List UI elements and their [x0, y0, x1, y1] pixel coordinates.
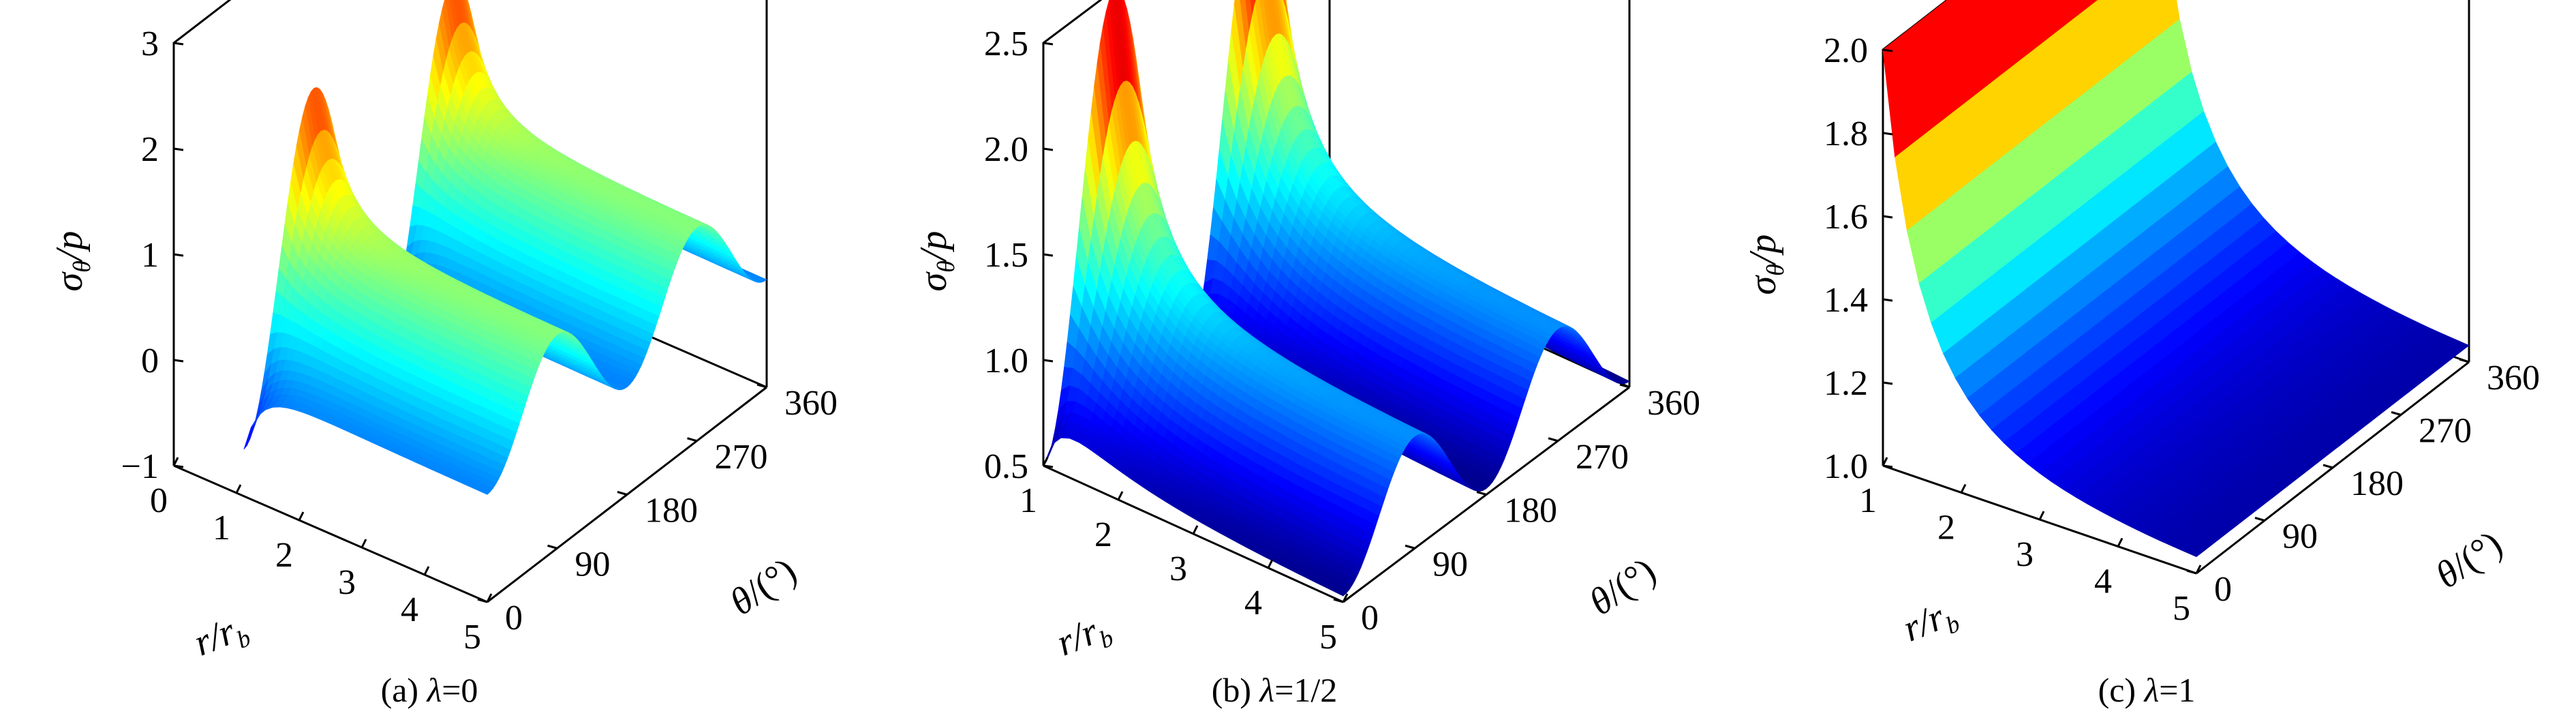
- x-tick-mark: [361, 539, 367, 548]
- z-axis-label: σθ/p: [48, 231, 95, 292]
- y-tick-label: 0: [505, 599, 523, 637]
- x-tick-label: 3: [338, 563, 356, 602]
- surface-patch: [243, 423, 255, 450]
- y-tick-mark: [477, 598, 488, 603]
- z-tick-mark: [173, 359, 184, 363]
- z-tick-mark: [173, 147, 184, 151]
- z-tick-mark: [173, 253, 184, 257]
- y-tick-label: 90: [575, 545, 611, 584]
- x-tick-label: 5: [463, 618, 481, 657]
- y-tick-mark: [547, 544, 557, 550]
- y-tick-mark: [756, 383, 767, 389]
- z-tick-label: 1: [141, 236, 159, 275]
- y-tick-mark: [617, 491, 628, 496]
- z-tick-label: −1: [121, 447, 159, 486]
- surface-a: [243, 0, 767, 495]
- back-wall-right: [765, 0, 768, 387]
- y-tick-label: 270: [715, 438, 768, 477]
- y-axis-label: θ/(°): [722, 550, 804, 624]
- x-axis-label: r/rb: [188, 605, 254, 669]
- y-tick-mark: [687, 437, 697, 442]
- z-tick-label: 2: [141, 130, 159, 169]
- y-tick-label: 360: [784, 384, 838, 423]
- x-tick-label: 0: [150, 481, 168, 520]
- x-tick-mark: [423, 566, 430, 575]
- x-tick-mark: [235, 484, 242, 494]
- z-tick-mark: [173, 464, 184, 468]
- x-tick-label: 2: [275, 536, 293, 575]
- x-tick-label: 4: [401, 590, 418, 629]
- z-tick-mark: [173, 42, 184, 46]
- y-tick-label: 180: [645, 492, 698, 530]
- x-tick-mark: [298, 511, 305, 521]
- z-tick-label: 0: [141, 342, 159, 380]
- x-tick-label: 1: [213, 509, 230, 547]
- z-tick-label: 3: [141, 25, 159, 63]
